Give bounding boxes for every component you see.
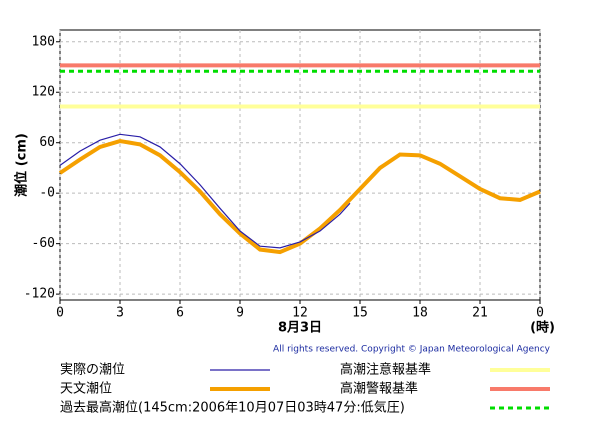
series-line: [58, 138, 541, 255]
x-tick-label: 0: [56, 306, 64, 321]
y-tick-label: -120: [24, 287, 55, 302]
legend-label: 実際の潮位: [60, 362, 125, 378]
copyright: All rights reserved. Copyright © Japan M…: [273, 345, 551, 355]
x-tick-label: 3: [116, 306, 124, 321]
x-unit-label: (時): [530, 320, 555, 336]
x-tick-label: 9: [236, 306, 244, 321]
series-line: [59, 133, 351, 249]
y-tick-label: -0: [39, 186, 55, 201]
x-tick-label: 12: [292, 306, 308, 321]
x-tick-label: 0: [536, 306, 544, 321]
legend-label: 天文潮位: [60, 382, 112, 397]
x-tick-label: 18: [412, 306, 428, 321]
legend-label: 高潮注意報基準: [340, 362, 431, 378]
legend-label: 高潮警報基準: [340, 381, 418, 397]
x-axis-label: 8月3日: [278, 321, 322, 336]
y-tick-label: 120: [32, 85, 55, 100]
y-tick-label: 180: [32, 34, 55, 49]
legend-label: 過去最高潮位(145cm:2006年10月07日03時47分:低気圧): [60, 400, 405, 416]
x-tick-label: 21: [472, 306, 488, 321]
y-axis-label: 潮位 (cm): [14, 133, 30, 197]
x-tick-label: 15: [352, 306, 368, 321]
y-tick-label: 60: [39, 135, 55, 150]
x-tick-label: 6: [176, 306, 184, 321]
y-tick-label: -60: [32, 236, 55, 251]
